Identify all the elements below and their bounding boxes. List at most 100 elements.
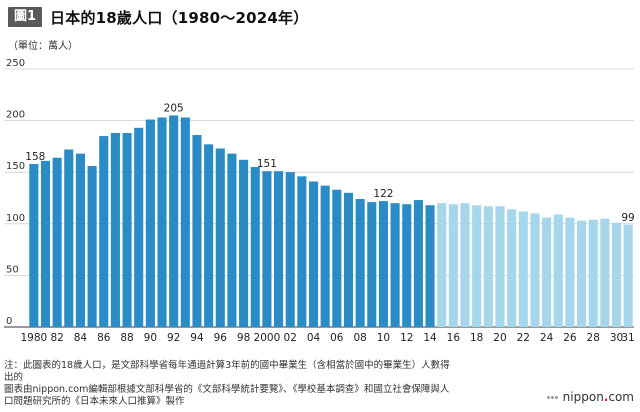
- bar-actual: [122, 132, 132, 327]
- bar-actual: [332, 189, 342, 327]
- bar-actual: [204, 144, 214, 327]
- bar-projected: [472, 205, 482, 327]
- x-tick-label: 16: [447, 332, 461, 344]
- chart-title: 日本的18歲人口（1980〜2024年）: [50, 8, 309, 27]
- figure-badge: 圖1: [8, 7, 43, 27]
- x-tick-label: 04: [307, 332, 321, 344]
- bar-actual: [87, 166, 97, 327]
- data-label: 151: [257, 158, 277, 170]
- bar-projected: [553, 214, 563, 327]
- x-tick-label: 88: [120, 332, 133, 344]
- x-tick-label: 06: [330, 332, 344, 344]
- x-tick-label: 94: [190, 332, 204, 344]
- footnote-line: 出的: [4, 372, 24, 383]
- chart-header: 圖1 日本的18歲人口（1980〜2024年）: [8, 6, 308, 28]
- bar-projected: [483, 206, 493, 327]
- bar-actual: [355, 199, 365, 327]
- bar-actual: [52, 157, 62, 327]
- bar-projected: [542, 217, 552, 327]
- bar-actual: [250, 167, 260, 327]
- footnote: 注：此圖表的18歲人口，是文部科學省每年通過計算3年前的國中畢業生（含相當於國中…: [4, 360, 524, 408]
- bar-projected: [448, 204, 458, 327]
- x-tick-label: 02: [284, 332, 297, 344]
- bar-actual: [262, 171, 272, 327]
- bar-projected: [518, 211, 528, 327]
- data-label: 158: [25, 151, 45, 163]
- bar-actual: [99, 136, 109, 327]
- bars-layer: [29, 115, 633, 328]
- x-tick-label: 10: [377, 332, 390, 344]
- y-tick-label: 250: [6, 58, 25, 69]
- bar-projected: [507, 209, 517, 327]
- x-tick-label: 98: [237, 332, 250, 344]
- bar-projected: [460, 203, 470, 327]
- y-tick-label: 0: [6, 316, 12, 327]
- unit-label: （單位：萬人）: [8, 41, 78, 52]
- bar-actual: [64, 149, 74, 327]
- grid-layer: [4, 68, 634, 328]
- bar-actual: [215, 148, 225, 327]
- x-tick-label: 26: [563, 332, 577, 344]
- bar-actual: [180, 117, 190, 327]
- bar-actual: [413, 200, 423, 327]
- x-tick-label: 2000: [254, 332, 281, 344]
- brand-dot: .: [603, 390, 609, 404]
- bar-actual: [192, 135, 202, 327]
- bar-actual: [157, 117, 167, 327]
- bar-actual: [145, 119, 155, 328]
- data-label: 99: [621, 212, 634, 224]
- x-tick-label: 86: [97, 332, 111, 344]
- bar-actual: [367, 202, 377, 327]
- bar-actual: [75, 153, 85, 327]
- bar-projected: [611, 222, 622, 327]
- bar-projected: [565, 217, 575, 327]
- bar-actual: [29, 163, 39, 327]
- y-tick-label: 50: [6, 264, 19, 275]
- x-tick-label: 20: [493, 332, 506, 344]
- x-tick-label: 14: [423, 332, 437, 344]
- data-label: 122: [373, 188, 393, 200]
- bar-projected: [437, 203, 447, 327]
- bar-actual: [110, 132, 120, 327]
- x-tick-label: 90: [144, 332, 157, 344]
- x-tick-label: 30: [610, 332, 623, 344]
- bar-actual: [169, 115, 179, 327]
- bar-actual: [40, 160, 51, 327]
- footnote-line: 圖表由nippon.com編輯部根據文部科學省的《文部科學統計要覽》、《學校基本…: [4, 384, 450, 395]
- bar-projected: [600, 218, 610, 327]
- brand-logo: nippon. com: [546, 390, 634, 404]
- y-tick-label: 150: [6, 161, 25, 172]
- bar-actual: [320, 185, 330, 327]
- y-tick-label: 100: [6, 213, 25, 224]
- y-tick-label: 200: [6, 110, 25, 121]
- x-tick-label: 82: [50, 332, 63, 344]
- bar-actual: [308, 181, 319, 327]
- bar-projected: [577, 220, 587, 327]
- x-tick-label: 92: [167, 332, 180, 344]
- bar-projected: [495, 206, 505, 327]
- bar-projected: [588, 219, 598, 327]
- x-tick-label: 08: [353, 332, 366, 344]
- bar-projected: [530, 213, 540, 327]
- x-tick-label: 31: [621, 332, 634, 344]
- footnote-line: 注：此圖表的18歲人口，是文部科學省每年通過計算3年前的國中畢業生（含相當於國中…: [4, 360, 450, 371]
- bar-actual: [285, 172, 295, 327]
- data-label: 205: [164, 102, 184, 114]
- bar-actual: [425, 205, 435, 327]
- x-tick-label: 1980: [20, 332, 47, 344]
- bar-actual: [227, 153, 237, 327]
- x-tick-label: 84: [74, 332, 88, 344]
- bar-actual: [274, 171, 284, 327]
- bar-actual: [378, 201, 388, 327]
- x-tick-label: 28: [587, 332, 600, 344]
- bar-projected: [623, 224, 633, 327]
- brand-name: nippon: [562, 390, 604, 404]
- x-tick-label: 96: [214, 332, 228, 344]
- bar-actual: [134, 127, 144, 327]
- bar-actual: [390, 203, 400, 327]
- x-tick-label: 12: [400, 332, 413, 344]
- bar-actual: [239, 159, 249, 327]
- bar-actual: [402, 204, 412, 327]
- x-tick-label: 18: [470, 332, 483, 344]
